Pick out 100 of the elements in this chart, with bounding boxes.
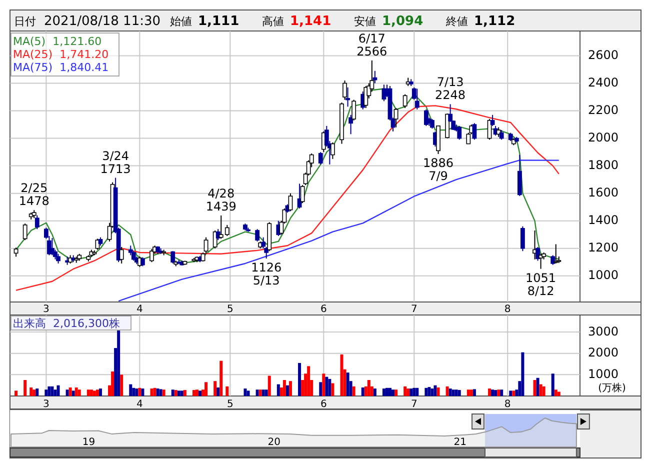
bar bbox=[430, 388, 434, 396]
bar bbox=[177, 390, 180, 396]
bar bbox=[406, 388, 410, 396]
x-tick-label: 6 bbox=[320, 399, 327, 410]
bar bbox=[298, 362, 302, 396]
bar bbox=[286, 385, 289, 396]
bar bbox=[14, 390, 18, 396]
bar bbox=[352, 386, 356, 396]
y-tick-label: 1400 bbox=[588, 213, 619, 228]
bar bbox=[220, 360, 223, 396]
bar bbox=[500, 390, 504, 396]
candlestick bbox=[318, 152, 323, 165]
bar bbox=[322, 374, 326, 396]
annotation: 7/13 2248 bbox=[435, 75, 466, 102]
bar bbox=[494, 390, 498, 396]
bar bbox=[367, 380, 370, 396]
x-tick-label: 4 bbox=[136, 399, 143, 410]
bar bbox=[382, 388, 386, 396]
candlestick bbox=[50, 238, 54, 256]
bar bbox=[404, 386, 407, 396]
text: MA(75) 1,840.41 bbox=[13, 61, 109, 74]
bar bbox=[98, 388, 102, 396]
bar bbox=[56, 385, 60, 396]
candlestick bbox=[22, 223, 28, 241]
bar bbox=[539, 384, 542, 396]
y-tick-label: 1200 bbox=[588, 240, 619, 255]
bar bbox=[466, 390, 470, 396]
text: MA(25) 1,741.20 bbox=[13, 48, 109, 61]
candlestick bbox=[457, 125, 462, 140]
bar bbox=[90, 390, 93, 396]
chart-title: 出来高 2,016,300株 bbox=[13, 317, 120, 330]
bar bbox=[491, 390, 494, 396]
bar bbox=[307, 366, 310, 396]
x-tick-label: 20 bbox=[268, 437, 281, 448]
bar bbox=[138, 388, 142, 396]
text: MA(5) 1,121.60 bbox=[13, 35, 102, 48]
candlestick bbox=[520, 226, 525, 252]
bar bbox=[264, 390, 268, 396]
candlestick bbox=[536, 246, 540, 262]
bar bbox=[256, 390, 259, 396]
bar bbox=[551, 374, 554, 396]
bar bbox=[361, 387, 364, 396]
bar bbox=[120, 374, 124, 396]
bar bbox=[448, 388, 452, 396]
bar bbox=[262, 390, 265, 396]
x-tick-label: 5 bbox=[226, 399, 234, 410]
text: 1,094 bbox=[382, 14, 424, 29]
text: 2021/08/18 11:30 bbox=[44, 14, 161, 29]
bar bbox=[470, 390, 473, 396]
bar bbox=[117, 330, 120, 396]
candlestick bbox=[414, 88, 420, 110]
y-tick-label: 3000 bbox=[588, 324, 619, 338]
bar bbox=[198, 390, 202, 396]
bar bbox=[554, 390, 558, 396]
x-tick-label: 5 bbox=[226, 304, 234, 315]
bar bbox=[204, 382, 208, 396]
annotation: 4/28 1439 bbox=[206, 186, 236, 214]
y-tick-label: 1600 bbox=[588, 186, 619, 200]
bar bbox=[282, 380, 286, 396]
bar bbox=[54, 390, 57, 396]
y-tick-label: 2200 bbox=[588, 103, 619, 118]
bar bbox=[346, 372, 350, 396]
bar bbox=[50, 386, 54, 396]
bar bbox=[258, 390, 262, 396]
bar bbox=[192, 390, 196, 396]
bar bbox=[428, 387, 431, 396]
bar bbox=[66, 390, 69, 396]
bar bbox=[521, 352, 524, 396]
candlestick bbox=[472, 122, 477, 140]
bar bbox=[454, 390, 458, 396]
candlestick bbox=[261, 236, 266, 249]
candlestick bbox=[342, 80, 347, 100]
bar bbox=[129, 384, 132, 396]
candlestick bbox=[346, 86, 350, 108]
bar bbox=[141, 388, 144, 396]
x-tick-label: 19 bbox=[82, 437, 96, 448]
text: 1,111 bbox=[198, 14, 240, 29]
bar bbox=[557, 392, 560, 396]
bar bbox=[92, 390, 96, 396]
candlestick bbox=[119, 246, 124, 264]
bar bbox=[44, 390, 48, 396]
candlestick bbox=[56, 253, 60, 264]
bar bbox=[96, 390, 99, 396]
bar bbox=[488, 388, 492, 396]
bar bbox=[331, 383, 334, 396]
y-tick-label: 1800 bbox=[588, 158, 619, 172]
x-tick-label: 7 bbox=[410, 304, 418, 315]
bar bbox=[214, 381, 217, 396]
bar bbox=[412, 388, 416, 396]
bar bbox=[78, 390, 81, 396]
x-tick-label: 21 bbox=[454, 437, 466, 448]
x-tick-label: 8 bbox=[504, 399, 511, 410]
candlestick bbox=[330, 142, 335, 160]
bar bbox=[135, 388, 138, 396]
candlestick bbox=[402, 94, 408, 109]
bar bbox=[268, 376, 271, 396]
bar bbox=[458, 390, 461, 396]
bar bbox=[533, 380, 536, 396]
y-tick-label: 1000 bbox=[588, 268, 619, 282]
bar bbox=[132, 388, 136, 396]
